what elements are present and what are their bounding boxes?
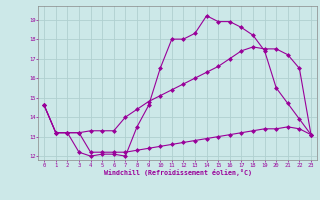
- X-axis label: Windchill (Refroidissement éolien,°C): Windchill (Refroidissement éolien,°C): [104, 169, 252, 176]
